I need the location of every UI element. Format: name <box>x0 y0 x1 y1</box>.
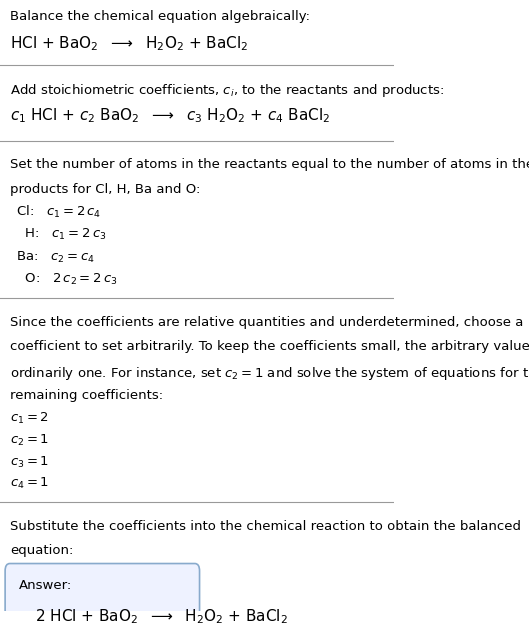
Text: Ba:   $c_2 = c_4$: Ba: $c_2 = c_4$ <box>12 250 95 265</box>
Text: 2 HCl + BaO$_2$  $\longrightarrow$  H$_2$O$_2$ + BaCl$_2$: 2 HCl + BaO$_2$ $\longrightarrow$ H$_2$O… <box>35 608 288 626</box>
Text: equation:: equation: <box>10 544 73 557</box>
Text: Balance the chemical equation algebraically:: Balance the chemical equation algebraica… <box>10 10 310 23</box>
Text: $c_4 = 1$: $c_4 = 1$ <box>10 477 49 492</box>
Text: Substitute the coefficients into the chemical reaction to obtain the balanced: Substitute the coefficients into the che… <box>10 520 521 532</box>
Text: Cl:   $c_1 = 2\,c_4$: Cl: $c_1 = 2\,c_4$ <box>12 204 101 220</box>
Text: remaining coefficients:: remaining coefficients: <box>10 389 163 403</box>
Text: ordinarily one. For instance, set $c_2 = 1$ and solve the system of equations fo: ordinarily one. For instance, set $c_2 =… <box>10 365 529 382</box>
Text: $c_2 = 1$: $c_2 = 1$ <box>10 433 49 448</box>
Text: HCl + BaO$_2$  $\longrightarrow$  H$_2$O$_2$ + BaCl$_2$: HCl + BaO$_2$ $\longrightarrow$ H$_2$O$_… <box>10 34 248 53</box>
Text: coefficient to set arbitrarily. To keep the coefficients small, the arbitrary va: coefficient to set arbitrarily. To keep … <box>10 340 529 354</box>
Text: $c_3 = 1$: $c_3 = 1$ <box>10 455 49 470</box>
Text: H:   $c_1 = 2\,c_3$: H: $c_1 = 2\,c_3$ <box>12 227 106 242</box>
Text: products for Cl, H, Ba and O:: products for Cl, H, Ba and O: <box>10 182 200 196</box>
Text: Since the coefficients are relative quantities and underdetermined, choose a: Since the coefficients are relative quan… <box>10 316 523 329</box>
Text: O:   $2\,c_2 = 2\,c_3$: O: $2\,c_2 = 2\,c_3$ <box>12 272 117 287</box>
Text: Answer:: Answer: <box>19 579 72 592</box>
Text: Set the number of atoms in the reactants equal to the number of atoms in the: Set the number of atoms in the reactants… <box>10 158 529 171</box>
Text: Add stoichiometric coefficients, $c_i$, to the reactants and products:: Add stoichiometric coefficients, $c_i$, … <box>10 82 444 99</box>
Text: $c_1$ HCl + $c_2$ BaO$_2$  $\longrightarrow$  $c_3$ H$_2$O$_2$ + $c_4$ BaCl$_2$: $c_1$ HCl + $c_2$ BaO$_2$ $\longrightarr… <box>10 107 330 125</box>
Text: $c_1 = 2$: $c_1 = 2$ <box>10 411 49 426</box>
FancyBboxPatch shape <box>5 564 199 627</box>
